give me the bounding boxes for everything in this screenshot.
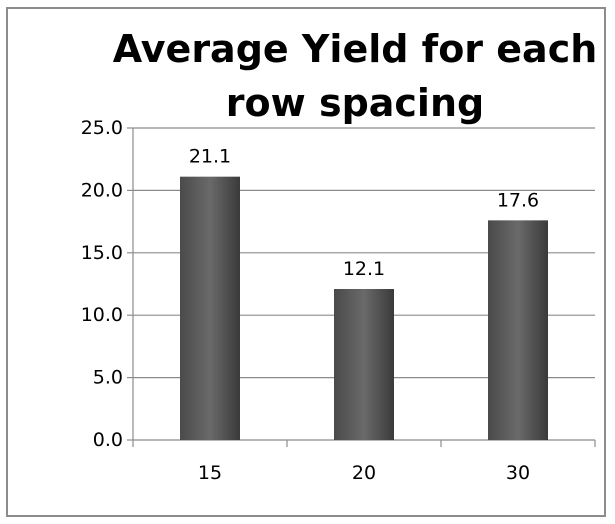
labels: 0.0 5.0 10.0 15.0 20.0 25.0 21.1 15 12.1 20 17.6 30: [81, 117, 539, 484]
bar-30: [488, 220, 548, 440]
y-tick-label: 10.0: [81, 304, 123, 326]
y-tick-label: 25.0: [81, 117, 123, 139]
data-label-20: 12.1: [343, 258, 385, 280]
y-tick-label: 5.0: [93, 367, 123, 389]
chart-title-line-2: row spacing: [226, 81, 484, 125]
y-tick-label: 15.0: [81, 242, 123, 264]
x-tick-label-15: 15: [198, 462, 222, 484]
x-tick-label-20: 20: [352, 462, 376, 484]
data-label-15: 21.1: [189, 146, 231, 168]
x-tick-label-30: 30: [506, 462, 530, 484]
bars: [180, 176, 548, 440]
data-label-30: 17.6: [497, 189, 539, 211]
chart-title-line-1: Average Yield for each: [113, 27, 598, 71]
y-tick-label: 0.0: [93, 429, 123, 451]
y-tick-label: 20.0: [81, 179, 123, 201]
bar-20: [334, 288, 394, 440]
bar-15: [180, 176, 240, 440]
